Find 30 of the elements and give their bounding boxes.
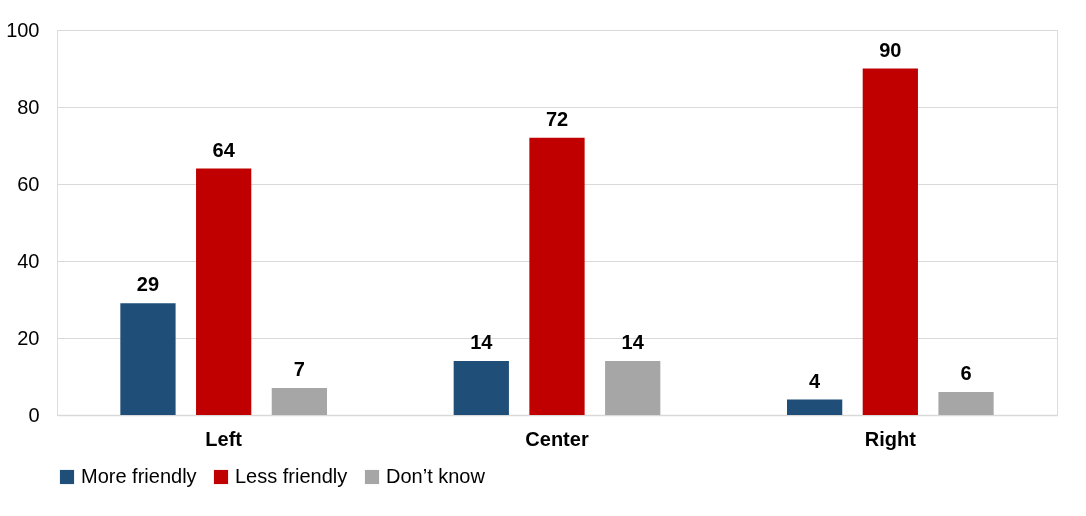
bar bbox=[938, 391, 994, 415]
y-tick-label: 20 bbox=[17, 326, 40, 349]
bar bbox=[862, 68, 918, 415]
x-tick-label: Center bbox=[525, 427, 589, 450]
data-label: 4 bbox=[809, 369, 822, 392]
bar bbox=[196, 168, 252, 415]
bar bbox=[120, 303, 176, 415]
y-tick-label: 100 bbox=[6, 18, 40, 41]
data-label: 90 bbox=[879, 38, 902, 61]
y-tick-label: 0 bbox=[28, 403, 40, 426]
bar bbox=[453, 361, 509, 415]
data-label: 29 bbox=[136, 273, 160, 296]
bar bbox=[529, 137, 585, 415]
data-label: 64 bbox=[212, 138, 236, 161]
bar bbox=[605, 361, 661, 415]
x-tick-label: Left bbox=[205, 427, 243, 450]
legend-label: Don’t know bbox=[386, 465, 486, 487]
y-tick-label: 40 bbox=[17, 249, 40, 272]
y-tick-label: 80 bbox=[17, 95, 40, 118]
data-label: 72 bbox=[545, 107, 569, 130]
bar bbox=[787, 399, 843, 415]
data-label: 7 bbox=[293, 358, 305, 381]
x-tick-label: Right bbox=[864, 427, 917, 450]
legend-label: More friendly bbox=[81, 465, 197, 487]
data-label: 6 bbox=[960, 361, 972, 384]
data-label: 14 bbox=[621, 331, 645, 354]
y-tick-label: 60 bbox=[17, 172, 40, 195]
data-label: 14 bbox=[470, 331, 494, 354]
bar bbox=[271, 388, 327, 415]
legend-label: Less friendly bbox=[235, 465, 348, 487]
